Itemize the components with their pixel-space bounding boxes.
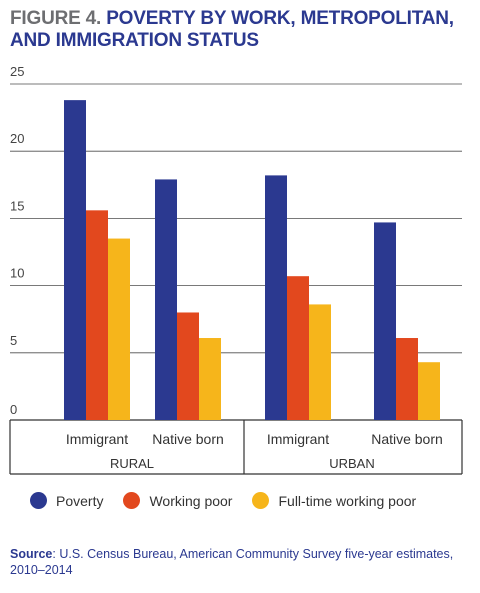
legend-label: Poverty <box>56 492 104 509</box>
legend-swatch <box>252 492 270 509</box>
source-label: Source <box>10 547 53 561</box>
category-label: Native born <box>152 431 224 447</box>
chart-legend: Poverty Working poor Full-time working poo… <box>30 492 436 509</box>
bar-poverty-3 <box>374 222 396 420</box>
source-text: : U.S. Census Bureau, American Community… <box>10 547 454 577</box>
y-tick-label: 0 <box>10 402 17 417</box>
group-label: URBAN <box>329 456 375 471</box>
title-text: POVERTY BY WORK, METROPOLITAN, AND IMMIG… <box>10 8 454 51</box>
y-tick-label: 20 <box>10 131 24 146</box>
legend-item: Working poor <box>123 492 232 509</box>
category-label: Native born <box>371 431 443 447</box>
legend-item: Poverty <box>30 492 103 509</box>
legend-swatch <box>30 492 47 509</box>
legend-label: Full-time working poor <box>278 492 417 509</box>
bar-working-poor-1 <box>177 312 199 420</box>
y-tick-label: 5 <box>10 333 17 348</box>
legend-label: Working poor <box>149 492 233 509</box>
figure-label: FIGURE 4. <box>10 8 102 29</box>
chart-title: FIGURE 4. POVERTY BY WORK, METROPOLITAN,… <box>10 8 470 52</box>
y-tick-label: 10 <box>10 266 24 281</box>
bar-working-poor-3 <box>396 338 418 420</box>
bar-working-poor-0 <box>86 210 108 420</box>
bar-full-time-working-poor-3 <box>418 362 440 420</box>
category-label: Immigrant <box>267 431 329 447</box>
legend-item: Full-time working poor <box>252 492 416 509</box>
bar-full-time-working-poor-2 <box>309 304 331 420</box>
source-note: Source: U.S. Census Bureau, American Com… <box>10 546 472 578</box>
category-label: Immigrant <box>66 431 128 447</box>
bar-working-poor-2 <box>287 276 309 420</box>
bar-poverty-1 <box>155 179 177 420</box>
bar-chart: 0 5 10 15 20 25 Immigrant Native born Immigrant N… <box>9 64 463 475</box>
bar-poverty-0 <box>64 100 86 421</box>
y-tick-label: 15 <box>10 198 24 213</box>
bar-full-time-working-poor-0 <box>108 238 130 420</box>
bar-poverty-2 <box>265 175 287 420</box>
legend-swatch <box>123 492 141 509</box>
group-label: RURAL <box>110 456 154 471</box>
bar-full-time-working-poor-1 <box>199 338 221 420</box>
y-tick-label: 25 <box>10 64 24 79</box>
